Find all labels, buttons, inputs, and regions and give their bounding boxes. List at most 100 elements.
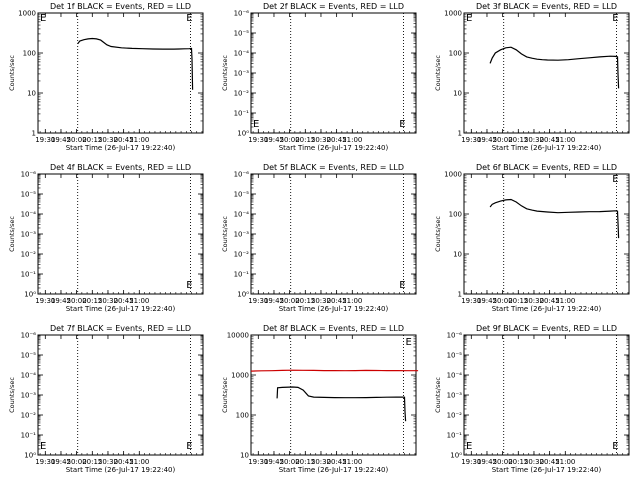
x-tick-label: 20:30: [98, 136, 118, 144]
x-tick-label: 20:15: [295, 136, 315, 144]
x-tick-label: 20:30: [524, 136, 544, 144]
x-tick-label: 20:00: [493, 136, 513, 144]
y-axis-label: Counts/sec: [221, 377, 229, 413]
y-axis-label: Counts/sec: [434, 55, 442, 91]
y-tick-label: 1: [458, 130, 462, 138]
x-tick-label: 20:45: [327, 136, 347, 144]
x-tick-label: 19:45: [264, 297, 284, 305]
x-axis-label: Start Time (26-Jul-17 19:22:40): [492, 466, 602, 474]
y-axis-label: Counts/sec: [221, 216, 229, 252]
data-series-line: [250, 369, 419, 372]
y-tick-label: 1000: [18, 10, 36, 18]
x-tick-label: 20:45: [540, 297, 560, 305]
y-tick-label: 10⁻²: [234, 251, 250, 259]
y-tick-label: 10⁻¹: [21, 432, 37, 440]
y-tick-label: 10⁻³: [234, 70, 250, 78]
y-tick-label: 100: [449, 211, 462, 219]
x-tick-label: 19:30: [248, 136, 268, 144]
plot-frame: [37, 173, 204, 295]
x-tick-label: 21:00: [555, 136, 575, 144]
data-series-line: [276, 386, 407, 422]
x-tick-label: 20:15: [82, 297, 102, 305]
x-tick-label: 19:30: [35, 136, 55, 144]
x-tick-label: 19:45: [477, 136, 497, 144]
y-tick-label: 10⁻⁴: [21, 372, 37, 380]
x-tick-label: 19:45: [477, 297, 497, 305]
detector-panel-2: Det 2f BLACK = Events, RED = LLD 19:3019:…: [221, 2, 417, 152]
y-tick-label: 10: [453, 251, 462, 259]
x-tick-label: 19:45: [51, 458, 71, 466]
y-tick-label: 10⁻⁵: [234, 30, 250, 38]
y-tick-label: 10⁻²: [21, 251, 37, 259]
x-tick-label: 20:00: [493, 458, 513, 466]
y-tick-label: 10⁻³: [21, 231, 37, 239]
y-axis-label: Counts/sec: [8, 216, 16, 252]
x-tick-label: 20:45: [327, 297, 347, 305]
y-tick-label: 10⁻¹: [21, 271, 37, 279]
y-tick-label: 1000: [231, 372, 249, 380]
x-axis-label: Start Time (26-Jul-17 19:22:40): [279, 466, 389, 474]
event-marker: E: [612, 441, 618, 452]
y-tick-label: 10⁰: [237, 130, 249, 138]
y-tick-label: 10⁻⁵: [21, 191, 37, 199]
x-tick-label: 20:15: [508, 136, 528, 144]
y-tick-label: 10⁻³: [447, 392, 463, 400]
panel-title: Det 4f BLACK = Events, RED = LLD: [50, 163, 191, 172]
detector-panel-8: Det 8f BLACK = Events, RED = LLD 19:3019:…: [221, 324, 419, 474]
y-axis-label: Counts/sec: [8, 377, 16, 413]
x-tick-label: 19:45: [51, 136, 71, 144]
x-tick-label: 20:30: [98, 297, 118, 305]
panel-title: Det 3f BLACK = Events, RED = LLD: [476, 2, 617, 11]
y-tick-label: 10⁻⁵: [21, 352, 37, 360]
data-series-line: [77, 37, 194, 90]
x-tick-label: 20:30: [311, 297, 331, 305]
x-axis-label: Start Time (26-Jul-17 19:22:40): [279, 305, 389, 313]
detector-panel-6: Det 6f BLACK = Events, RED = LLD 19:3019:…: [434, 163, 630, 313]
x-tick-label: 20:45: [327, 458, 347, 466]
x-tick-label: 20:30: [311, 136, 331, 144]
x-tick-label: 21:00: [555, 458, 575, 466]
event-marker: E: [612, 174, 618, 185]
y-tick-label: 10⁻²: [21, 412, 37, 420]
panel-title: Det 7f BLACK = Events, RED = LLD: [50, 324, 191, 333]
event-marker: E: [40, 13, 46, 24]
event-marker: E: [253, 119, 259, 130]
x-axis-label: Start Time (26-Jul-17 19:22:40): [66, 305, 176, 313]
detector-panel-1: Det 1f BLACK = Events, RED = LLD 19:3019:…: [8, 2, 204, 152]
x-tick-label: 21:00: [342, 297, 362, 305]
event-marker: E: [186, 441, 192, 452]
y-axis-label: Counts/sec: [434, 377, 442, 413]
x-tick-label: 21:00: [129, 458, 149, 466]
x-tick-label: 19:30: [35, 297, 55, 305]
detector-panel-4: Det 4f BLACK = Events, RED = LLD 19:3019:…: [8, 163, 204, 313]
y-tick-label: 100: [23, 50, 36, 58]
y-tick-label: 1000: [444, 10, 462, 18]
y-tick-label: 10⁰: [24, 452, 36, 460]
x-tick-label: 20:30: [311, 458, 331, 466]
event-marker: E: [399, 119, 405, 130]
plot-frame: [37, 12, 204, 134]
panel-title: Det 6f BLACK = Events, RED = LLD: [476, 163, 617, 172]
x-axis-label: Start Time (26-Jul-17 19:22:40): [279, 144, 389, 152]
x-axis-label: Start Time (26-Jul-17 19:22:40): [492, 305, 602, 313]
event-marker: E: [612, 13, 618, 24]
y-tick-label: 10⁻⁴: [234, 211, 250, 219]
y-tick-label: 10⁻⁴: [234, 50, 250, 58]
x-tick-label: 20:15: [508, 297, 528, 305]
x-tick-label: 20:15: [82, 136, 102, 144]
x-tick-label: 20:00: [67, 136, 87, 144]
x-tick-label: 19:30: [248, 458, 268, 466]
event-marker: E: [186, 280, 192, 291]
y-tick-label: 10⁻⁵: [447, 352, 463, 360]
y-tick-label: 10: [27, 90, 36, 98]
panel-title: Det 2f BLACK = Events, RED = LLD: [263, 2, 404, 11]
x-tick-label: 20:45: [114, 136, 134, 144]
x-tick-label: 20:00: [280, 458, 300, 466]
x-tick-label: 20:00: [280, 136, 300, 144]
plot-frame: [250, 173, 417, 295]
y-tick-label: 10⁻³: [234, 231, 250, 239]
x-tick-label: 20:30: [98, 458, 118, 466]
y-tick-label: 10⁻⁴: [21, 211, 37, 219]
y-tick-label: 1: [32, 130, 36, 138]
plot-frame: [463, 12, 630, 134]
